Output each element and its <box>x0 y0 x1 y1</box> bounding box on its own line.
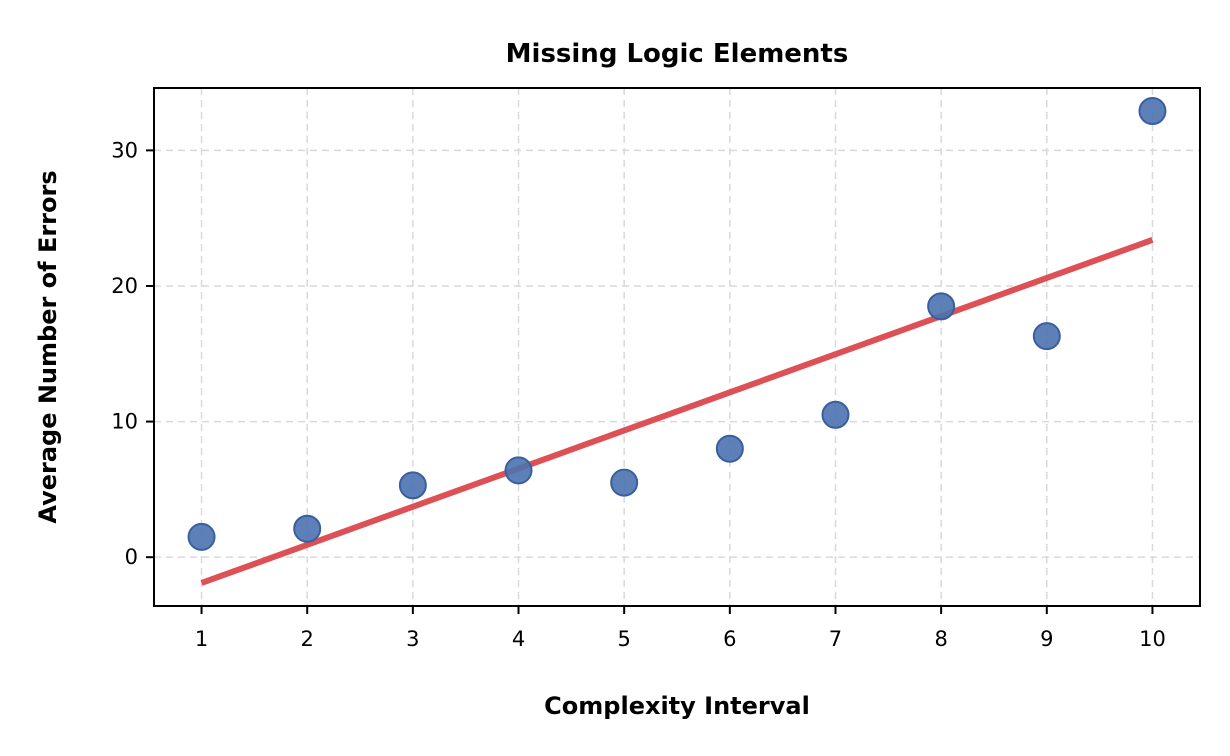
x-tick-label: 4 <box>512 627 525 651</box>
x-tick-label: 5 <box>617 627 630 651</box>
plot-frame <box>153 87 1201 607</box>
chart-title: Missing Logic Elements <box>506 39 849 69</box>
x-tick-label: 9 <box>1040 627 1053 651</box>
x-axis-ticks: 1 2 3 4 5 6 7 8 9 10 <box>195 606 1166 651</box>
scatter-point <box>610 468 639 497</box>
x-tick-label: 6 <box>723 627 736 651</box>
scatter-points-layer <box>187 97 1167 551</box>
x-axis-label: Complexity Interval <box>544 692 810 720</box>
scatter-point <box>504 456 533 485</box>
scatter-point <box>398 471 427 500</box>
scatter-point <box>821 400 850 429</box>
scatter-point <box>715 434 744 463</box>
y-axis-ticks: 0 10 20 30 <box>111 138 154 569</box>
x-tick-label: 8 <box>934 627 947 651</box>
y-axis-label: Average Number of Errors <box>34 170 62 523</box>
x-tick-label: 7 <box>829 627 842 651</box>
x-tick-label: 1 <box>195 627 208 651</box>
y-tick-label: 20 <box>111 274 138 298</box>
x-tick-label: 10 <box>1139 627 1166 651</box>
x-tick-label: 3 <box>406 627 419 651</box>
scatter-point <box>927 292 956 321</box>
scatter-point <box>187 522 216 551</box>
y-tick-label: 30 <box>111 138 138 162</box>
y-tick-label: 10 <box>111 410 138 434</box>
scatter-point <box>1138 97 1167 126</box>
y-tick-label: 0 <box>125 545 138 569</box>
grid <box>154 88 1200 606</box>
scatter-point <box>293 514 322 543</box>
trend-line-layer <box>200 237 1154 586</box>
scatter-point <box>1032 322 1061 351</box>
trend-line <box>200 237 1154 586</box>
x-tick-label: 2 <box>301 627 314 651</box>
